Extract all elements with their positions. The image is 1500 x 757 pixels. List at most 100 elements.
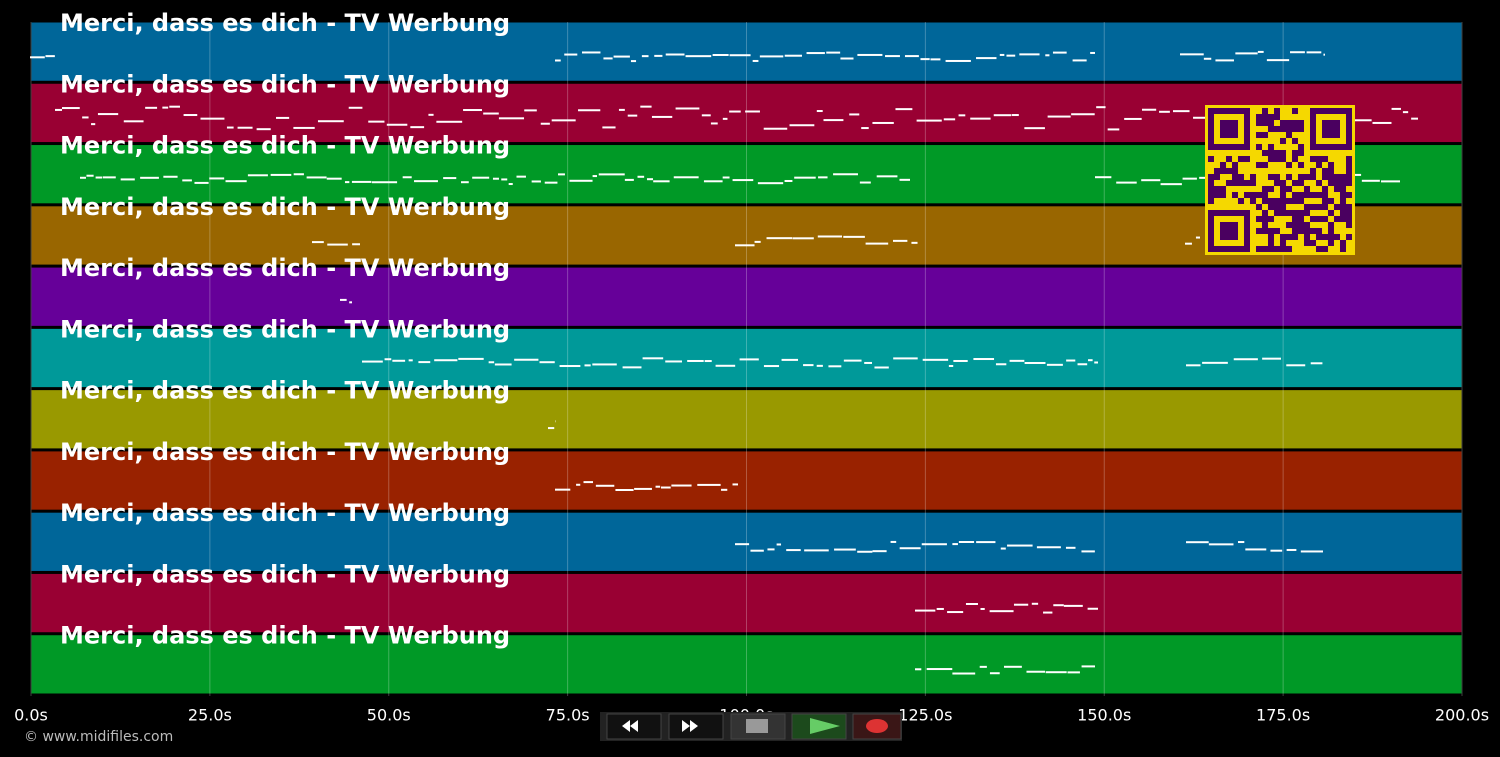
qr-module (1286, 198, 1292, 204)
qr-module (1292, 228, 1298, 234)
note (735, 543, 750, 546)
note (926, 668, 953, 671)
qr-module (1268, 174, 1274, 180)
qr-module (1256, 132, 1262, 138)
note (895, 108, 913, 111)
note (247, 174, 268, 177)
qr-module (1220, 192, 1226, 198)
note (952, 672, 976, 675)
qr-module (1346, 174, 1352, 180)
qr-module (1292, 222, 1298, 228)
note (1003, 665, 1022, 668)
note (1052, 51, 1067, 54)
note (826, 51, 841, 54)
qr-module (1298, 162, 1304, 168)
note (569, 179, 593, 182)
note (352, 243, 360, 246)
qr-module (1226, 156, 1232, 162)
play-button[interactable] (791, 713, 847, 740)
qr-module (1298, 174, 1304, 180)
qr-module (1322, 174, 1328, 180)
note (970, 117, 991, 120)
qr-module (1262, 198, 1268, 204)
note (920, 58, 930, 61)
qr-module (1304, 174, 1310, 180)
note (976, 57, 997, 60)
note (979, 665, 987, 668)
note (555, 59, 561, 62)
qr-module (1286, 120, 1292, 126)
track-row (30, 21, 1463, 82)
note (1081, 665, 1095, 668)
note (750, 549, 764, 552)
note (864, 361, 872, 364)
note (899, 178, 910, 181)
forward-button[interactable] (668, 713, 724, 740)
qr-module (1256, 192, 1262, 198)
note (816, 364, 823, 367)
rewind-button[interactable] (606, 713, 662, 740)
note (637, 175, 645, 178)
note (483, 112, 499, 115)
note (1193, 116, 1212, 119)
note (613, 55, 630, 58)
qr-module (1340, 192, 1346, 198)
note (952, 543, 958, 546)
note (414, 180, 438, 183)
qr-module (1304, 210, 1310, 216)
note (524, 109, 537, 112)
track-title: Merci, dass es dich - TV Werbung (60, 499, 510, 527)
note (642, 357, 664, 360)
record-button[interactable] (852, 713, 902, 740)
stop-button[interactable] (730, 713, 786, 740)
note (488, 361, 495, 364)
note (817, 235, 843, 238)
qr-module (1274, 198, 1280, 204)
qr-module (1256, 204, 1262, 210)
note (55, 108, 63, 111)
note (91, 123, 96, 126)
track-row (30, 572, 1463, 634)
note (327, 243, 348, 246)
qr-finder (1220, 120, 1238, 138)
qr-module (1340, 246, 1346, 252)
note (685, 55, 712, 58)
note (872, 550, 887, 553)
note (660, 486, 671, 489)
note (583, 481, 594, 484)
note (551, 119, 576, 122)
qr-module (1328, 168, 1334, 174)
x-tick-label: 175.0s (1256, 706, 1310, 725)
note (1306, 51, 1322, 54)
note (95, 176, 103, 179)
qr-module (1334, 180, 1340, 186)
note (622, 366, 642, 369)
note (776, 543, 782, 546)
qr-module (1268, 204, 1274, 210)
qr-module (1262, 108, 1268, 114)
note (1007, 544, 1033, 547)
qr-finder (1322, 120, 1340, 138)
qr-module (1340, 240, 1346, 246)
note (140, 176, 159, 179)
qr-module (1310, 192, 1316, 198)
note (958, 114, 966, 117)
qr-module (1304, 222, 1310, 228)
note (1199, 176, 1207, 179)
note (1411, 117, 1418, 120)
note (340, 298, 347, 301)
qr-module (1316, 162, 1322, 168)
note (993, 114, 1012, 117)
qr-module (1286, 234, 1292, 240)
qr-module (1244, 180, 1250, 186)
note (671, 484, 692, 487)
x-tick-label: 150.0s (1077, 706, 1131, 725)
qr-module (1328, 222, 1334, 228)
qr-module (1280, 204, 1286, 210)
note (1208, 543, 1234, 546)
note (615, 489, 634, 492)
qr-module (1274, 204, 1280, 210)
qr-module (1346, 216, 1352, 222)
qr-module (1292, 180, 1298, 186)
qr-module (1268, 156, 1274, 162)
